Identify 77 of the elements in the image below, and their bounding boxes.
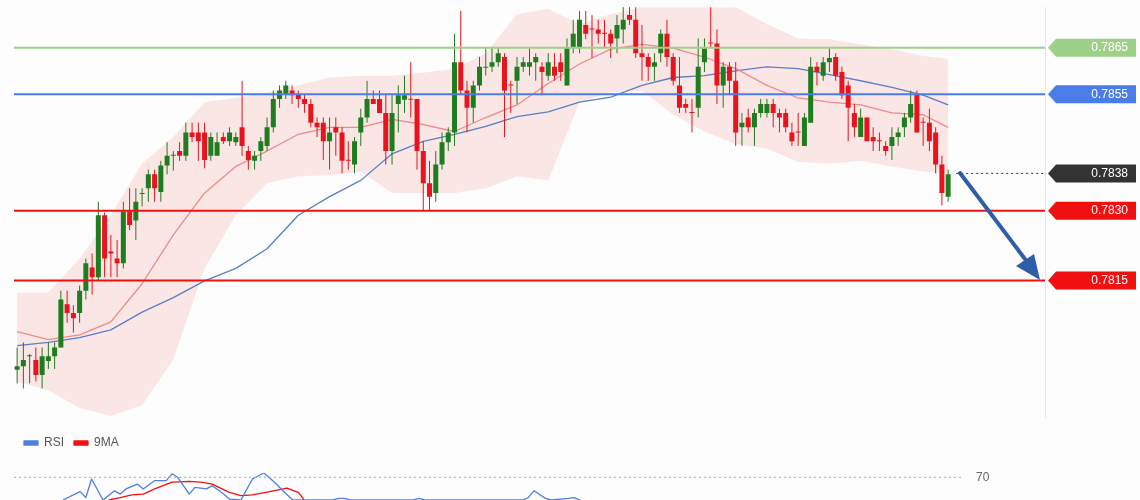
candlestick xyxy=(183,122,189,162)
candlestick xyxy=(139,187,145,207)
candlestick xyxy=(70,304,76,334)
candlestick xyxy=(170,150,176,172)
candlestick xyxy=(895,126,901,147)
candlestick xyxy=(789,122,795,147)
candlestick xyxy=(639,24,645,82)
candlestick xyxy=(845,80,851,142)
candlestick xyxy=(445,126,451,152)
candlestick xyxy=(920,117,926,147)
candlestick xyxy=(252,150,258,171)
y-tick-label: 0.7855 xyxy=(1091,86,1129,101)
candlestick xyxy=(664,19,670,68)
candlestick xyxy=(439,131,445,171)
candlestick xyxy=(358,108,364,147)
candlestick xyxy=(20,341,26,389)
y-tick-label: 0.7815 xyxy=(1091,272,1129,287)
candlestick xyxy=(608,29,614,59)
candlestick xyxy=(33,347,39,382)
candlestick xyxy=(214,131,220,157)
candlestick xyxy=(177,141,183,162)
candlestick xyxy=(701,37,707,73)
candlestick xyxy=(258,136,264,162)
candlestick xyxy=(858,108,864,138)
text: 70 xyxy=(976,469,990,484)
candlestick xyxy=(164,141,170,175)
candlestick xyxy=(364,80,370,124)
candlestick xyxy=(327,117,333,171)
candlestick xyxy=(726,61,732,96)
candlestick xyxy=(514,56,520,105)
candlestick xyxy=(945,169,951,203)
candlestick xyxy=(489,47,495,73)
candlestick xyxy=(470,80,476,124)
candlestick xyxy=(720,61,726,109)
y-tick-label: 0.7865 xyxy=(1091,40,1129,55)
candlestick xyxy=(239,80,245,157)
candlestick xyxy=(751,108,757,147)
legend-label: RSI xyxy=(44,435,65,450)
candlestick xyxy=(208,131,214,162)
candlestick xyxy=(152,169,158,203)
candlestick xyxy=(145,169,151,203)
candlestick xyxy=(408,61,414,119)
candlestick xyxy=(814,61,820,86)
candlestick xyxy=(651,52,657,82)
candlestick xyxy=(614,14,620,54)
candlestick xyxy=(64,290,70,324)
candlestick xyxy=(352,136,358,174)
candlestick xyxy=(14,347,20,384)
candlestick xyxy=(245,145,251,171)
candlestick xyxy=(820,56,826,82)
candlestick xyxy=(333,117,339,157)
candlestick xyxy=(545,52,551,82)
candlestick xyxy=(620,6,626,45)
candlestick xyxy=(708,6,714,49)
candlestick xyxy=(539,61,545,96)
candlestick xyxy=(264,117,270,152)
y-tick-label: 0.7830 xyxy=(1091,202,1129,217)
candlestick xyxy=(308,98,314,128)
candlestick xyxy=(533,52,539,82)
candlestick xyxy=(826,47,832,73)
candlestick xyxy=(27,353,33,384)
candlestick xyxy=(901,112,907,138)
candlestick xyxy=(77,285,83,324)
candlestick xyxy=(495,47,501,68)
candlestick xyxy=(908,90,914,124)
candlestick xyxy=(689,98,695,133)
candlestick xyxy=(670,52,676,86)
candlestick xyxy=(745,108,751,133)
candlestick xyxy=(52,341,58,370)
legend-label: 9MA xyxy=(94,435,119,450)
candlestick xyxy=(889,126,895,161)
candlestick xyxy=(302,93,308,114)
candlestick xyxy=(770,98,776,128)
candlestick xyxy=(851,103,857,138)
candlestick xyxy=(645,52,651,82)
y-tick-label: 0.7838 xyxy=(1091,165,1129,180)
candlestick xyxy=(795,112,801,147)
